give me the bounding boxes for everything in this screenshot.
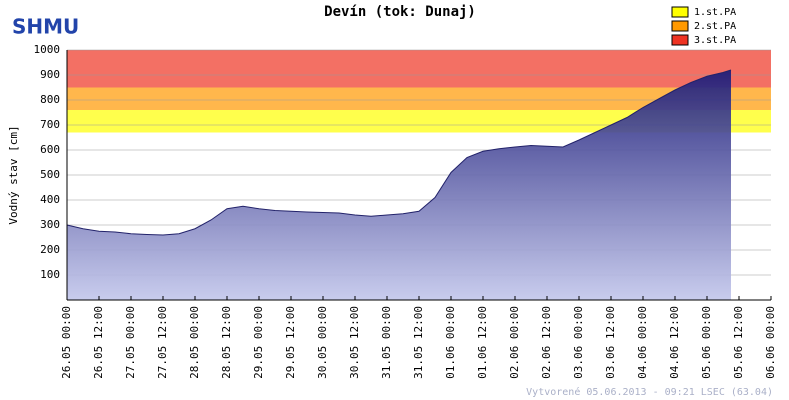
x-tick-label: 05.06 00:00	[700, 306, 713, 379]
x-tick-label: 27.05 12:00	[156, 306, 169, 379]
x-tick-label: 03.06 00:00	[572, 306, 585, 379]
y-tick-label: 700	[40, 118, 60, 131]
legend-label: 1.st.PA	[694, 7, 736, 18]
x-tick-label: 01.06 12:00	[476, 306, 489, 379]
x-tick-label: 04.06 12:00	[668, 306, 681, 379]
x-tick-label: 29.05 12:00	[284, 306, 297, 379]
y-tick-label: 300	[40, 218, 60, 231]
x-tick-label: 02.06 12:00	[540, 306, 553, 379]
legend-swatch	[671, 6, 689, 18]
alert-band	[67, 50, 771, 88]
legend-label: 3.st.PA	[694, 35, 736, 46]
footer: Vytvorené 05.06.2013 - 09:21 LSEC (63.04…	[526, 386, 773, 398]
x-tick-label: 01.06 00:00	[444, 306, 457, 379]
x-tick-label: 31.05 00:00	[380, 306, 393, 379]
y-tick-label: 1000	[34, 43, 61, 56]
x-tick-label: 29.05 00:00	[252, 306, 265, 379]
x-tick-label: 06.06 00:00	[764, 306, 777, 379]
x-tick-label: 05.06 12:00	[732, 306, 745, 379]
x-tick-label: 02.06 00:00	[508, 306, 521, 379]
alert-band	[67, 110, 771, 133]
x-tick-label: 26.05 12:00	[92, 306, 105, 379]
legend-swatch	[671, 20, 689, 32]
x-tick-label: 28.05 00:00	[188, 306, 201, 379]
level-line	[66, 69, 732, 236]
chart-title: Devín (tok: Dunaj)	[324, 4, 476, 20]
y-tick-label: 600	[40, 143, 60, 156]
legend-label: 2.st.PA	[694, 21, 736, 32]
x-tick-label: 03.06 12:00	[604, 306, 617, 379]
y-tick-label: 400	[40, 193, 60, 206]
x-tick-label: 30.05 00:00	[316, 306, 329, 379]
y-tick-label: 900	[40, 68, 60, 81]
x-tick-label: 31.05 12:00	[412, 306, 425, 379]
x-tick-label: 28.05 12:00	[220, 306, 233, 379]
x-tick-label: 04.06 00:00	[636, 306, 649, 379]
y-axis-label: Vodný stav [cm]	[7, 125, 20, 224]
alert-band	[67, 87, 771, 110]
y-tick-label: 500	[40, 168, 60, 181]
x-tick-label: 27.05 00:00	[124, 306, 137, 379]
y-tick-label: 100	[40, 268, 60, 281]
logo: SHMU	[12, 15, 79, 39]
x-tick-label: 30.05 12:00	[348, 306, 361, 379]
y-tick-label: 200	[40, 243, 60, 256]
x-tick-label: 26.05 00:00	[60, 306, 73, 379]
area	[67, 70, 731, 300]
y-tick-label: 800	[40, 93, 60, 106]
legend-swatch	[671, 34, 689, 46]
